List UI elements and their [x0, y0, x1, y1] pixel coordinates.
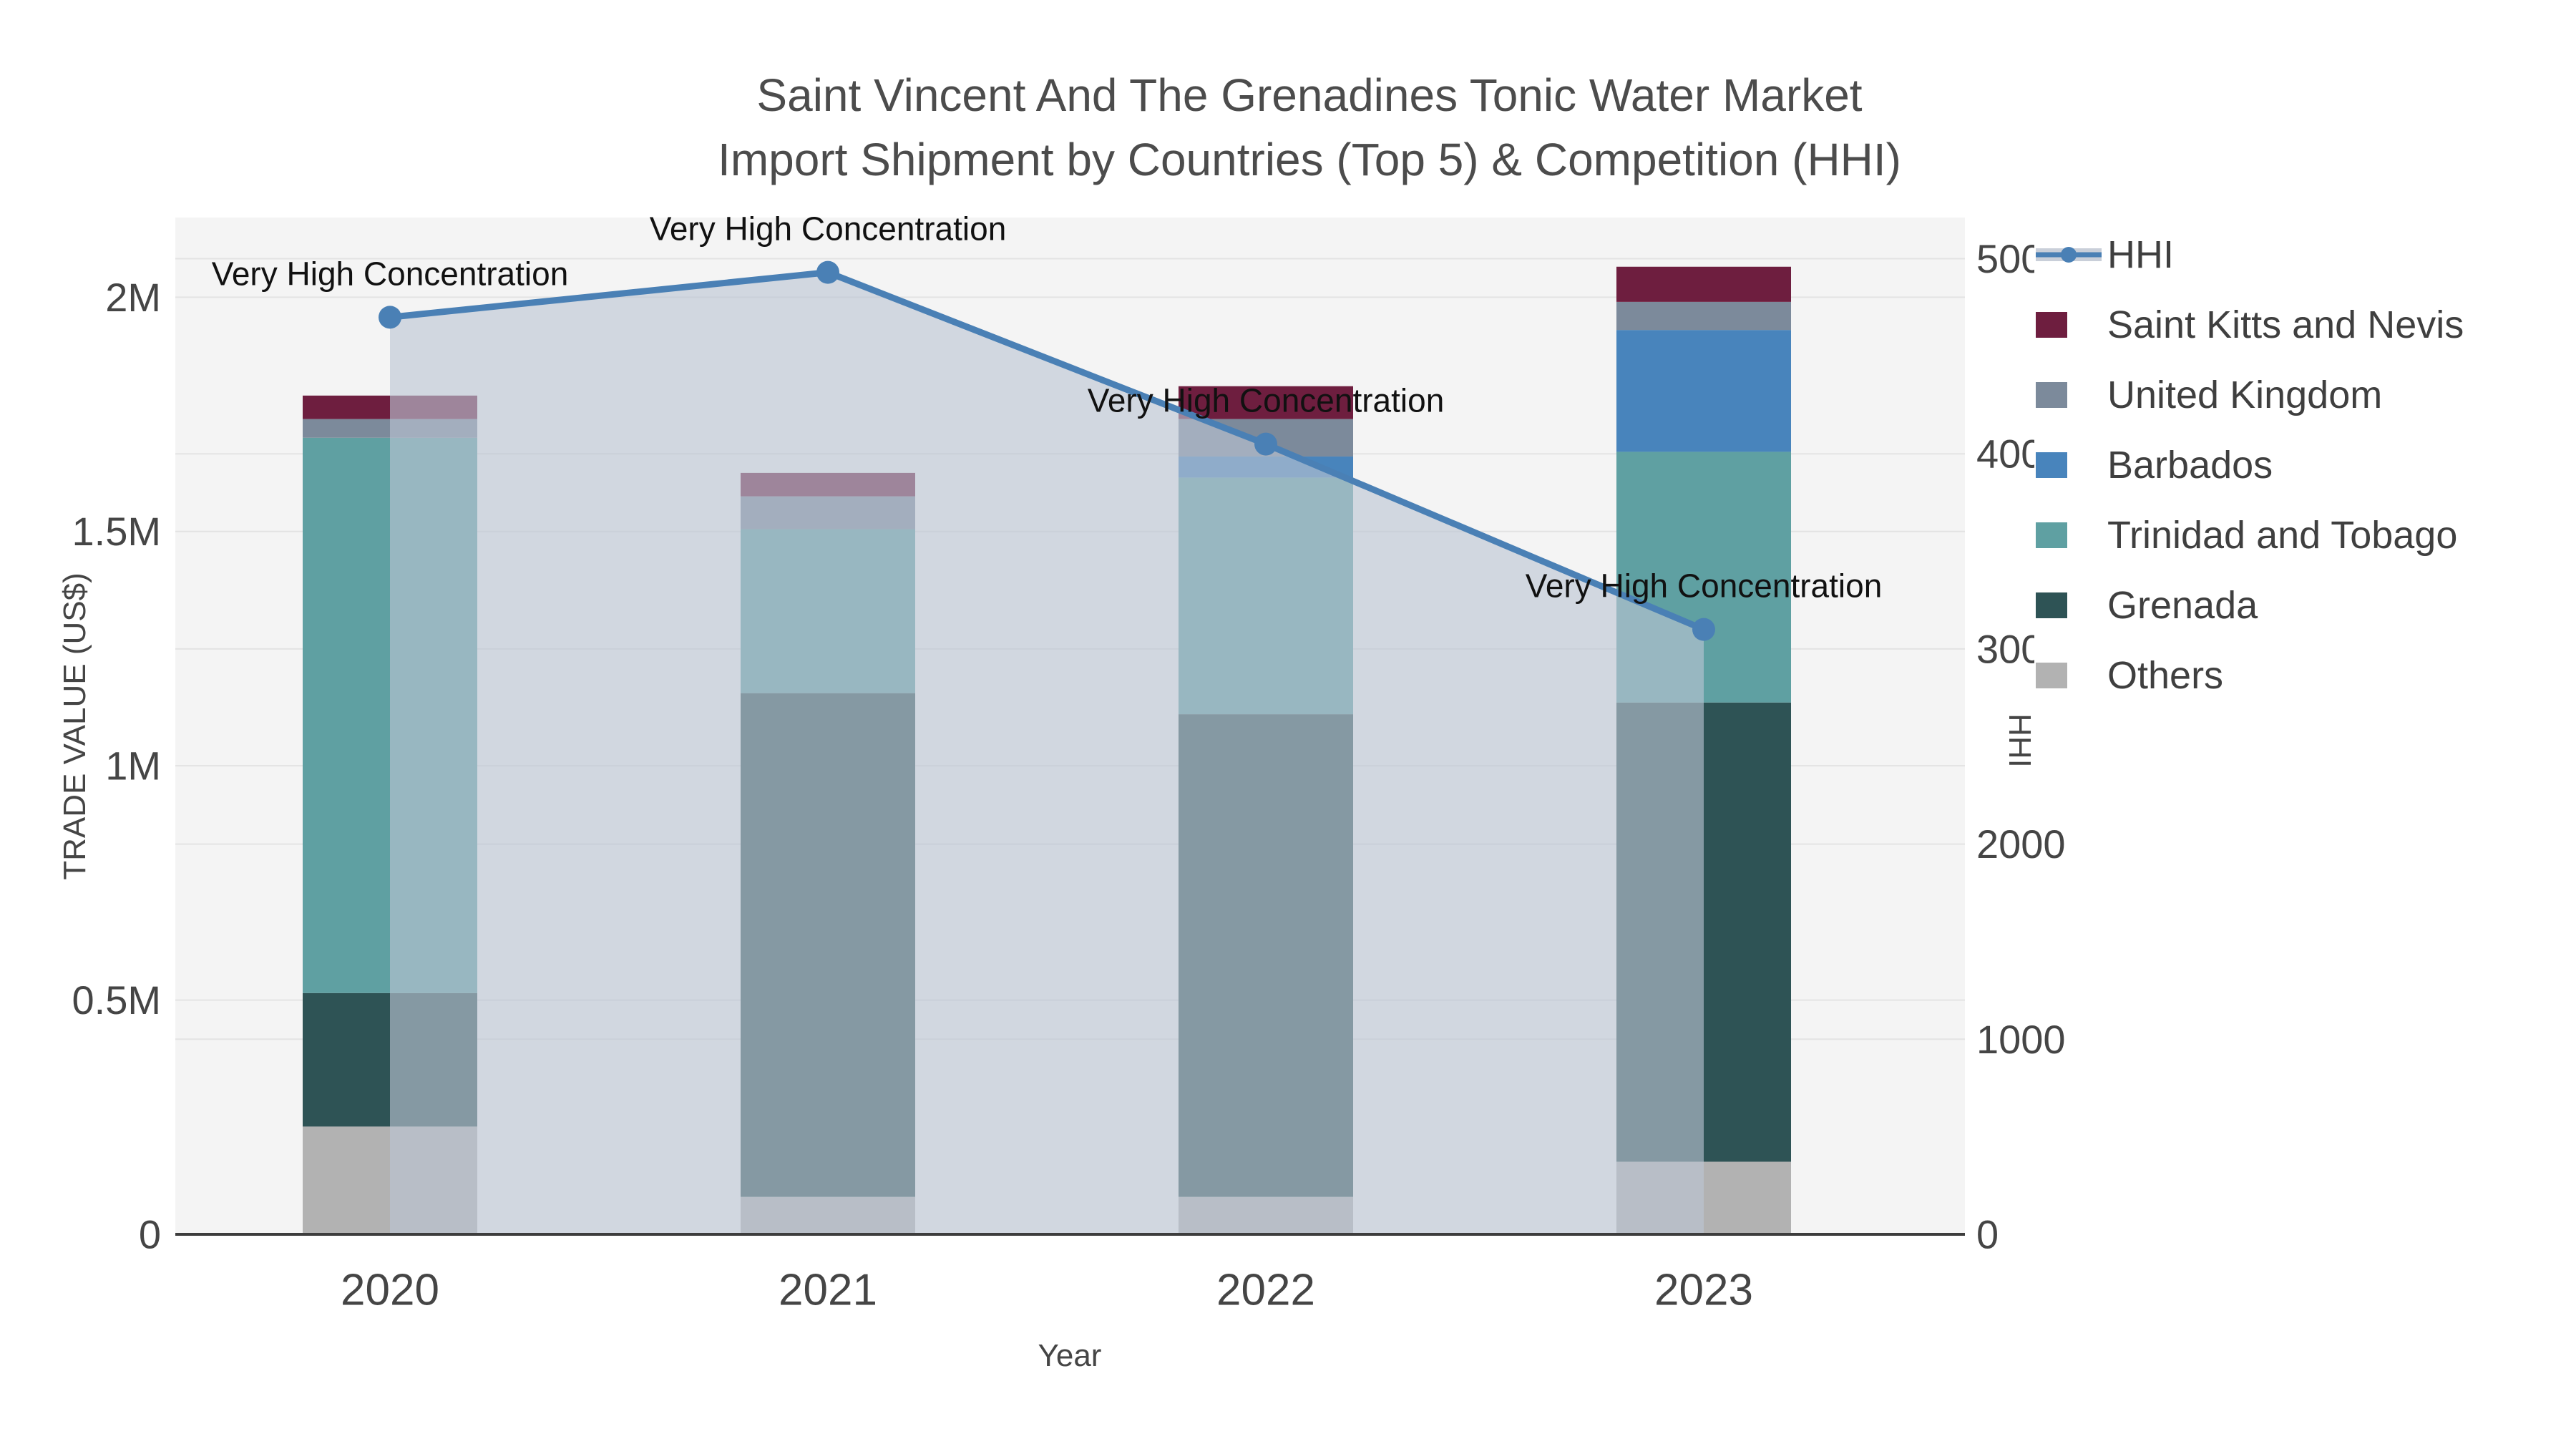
x-tick-2021: 2021: [779, 1266, 877, 1315]
color-swatch-icon: [2036, 592, 2107, 618]
annotation-2023: Very High Concentration: [1526, 567, 1883, 605]
legend-square: [2036, 312, 2067, 338]
chart-title-line2: Import Shipment by Countries (Top 5) & C…: [718, 134, 1901, 185]
legend-label: United Kingdom: [2107, 374, 2383, 416]
legend-square: [2036, 592, 2067, 618]
annotation-2020: Very High Concentration: [212, 255, 569, 292]
y2-tick-2000: 2000: [1976, 821, 2066, 867]
bar-segment-united-kingdom-2023[interactable]: [1616, 301, 1791, 331]
color-swatch-icon: [2036, 452, 2107, 478]
hhi-area-fill: [390, 272, 1704, 1234]
legend-item-hhi[interactable]: HHI: [2036, 232, 2464, 278]
y-tick-0.5M: 0.5M: [72, 977, 162, 1023]
hhi-line: [389, 269, 1705, 633]
legend-label: Barbados: [2107, 444, 2273, 487]
y2-axis-title: HHI: [2002, 713, 2037, 768]
legend-item-others[interactable]: Others: [2036, 653, 2464, 698]
hhi-marker-2020[interactable]: [379, 306, 401, 329]
bar-segment-saint-kitts-and-nevis-2022[interactable]: [1179, 386, 1353, 419]
legend-item-united-kingdom[interactable]: United Kingdom: [2036, 372, 2464, 418]
legend-square: [2036, 522, 2067, 548]
y-tick-2M: 2M: [105, 275, 161, 320]
hhi-marker-2021[interactable]: [816, 260, 839, 284]
legend-label: Saint Kitts and Nevis: [2107, 303, 2464, 346]
x-axis-title: Year: [1038, 1338, 1102, 1373]
bar-segment-saint-kitts-and-nevis-2023[interactable]: [1616, 266, 1791, 302]
y-tick-0: 0: [139, 1212, 161, 1257]
y-axis-title: TRADE VALUE (US$): [57, 572, 92, 880]
legend: HHI Saint Kitts and Nevis United Kingdom Ba…: [2034, 228, 2472, 727]
hhi-marker-2023[interactable]: [1692, 618, 1715, 641]
color-swatch-icon: [2036, 382, 2107, 408]
hhi-line-swatch-icon: [2036, 240, 2107, 269]
x-tick-2020: 2020: [341, 1266, 439, 1315]
color-swatch-icon: [2036, 522, 2107, 548]
bar-segment-barbados-2023[interactable]: [1616, 330, 1791, 452]
color-swatch-icon: [2036, 312, 2107, 338]
legend-label: Grenada: [2107, 584, 2258, 627]
y-tick-1M: 1M: [105, 743, 161, 789]
legend-square: [2036, 452, 2067, 478]
legend-item-saint-kitts-and-nevis[interactable]: Saint Kitts and Nevis: [2036, 302, 2464, 348]
annotation-2021: Very High Concentration: [650, 210, 1007, 248]
color-swatch-icon: [2036, 663, 2107, 688]
legend-label: Others: [2107, 654, 2224, 697]
legend-square: [2036, 382, 2067, 408]
legend-item-grenada[interactable]: Grenada: [2036, 582, 2464, 628]
y-tick-1.5M: 1.5M: [72, 509, 162, 554]
legend-square: [2036, 663, 2067, 688]
y2-tick-0: 0: [1976, 1212, 1999, 1257]
chart-title-line1: Saint Vincent And The Grenadines Tonic W…: [756, 69, 1863, 121]
y2-tick-1000: 1000: [1976, 1017, 2066, 1062]
legend-item-barbados[interactable]: Barbados: [2036, 442, 2464, 488]
annotation-2022: Very High Concentration: [1088, 382, 1445, 419]
x-tick-2023: 2023: [1654, 1266, 1753, 1315]
legend-label: HHI: [2107, 233, 2174, 276]
legend-label: Trinidad and Tobago: [2107, 514, 2458, 557]
hhi-marker-2022[interactable]: [1254, 432, 1277, 456]
legend-item-trinidad-and-tobago[interactable]: Trinidad and Tobago: [2036, 512, 2464, 558]
x-tick-2022: 2022: [1216, 1266, 1315, 1315]
